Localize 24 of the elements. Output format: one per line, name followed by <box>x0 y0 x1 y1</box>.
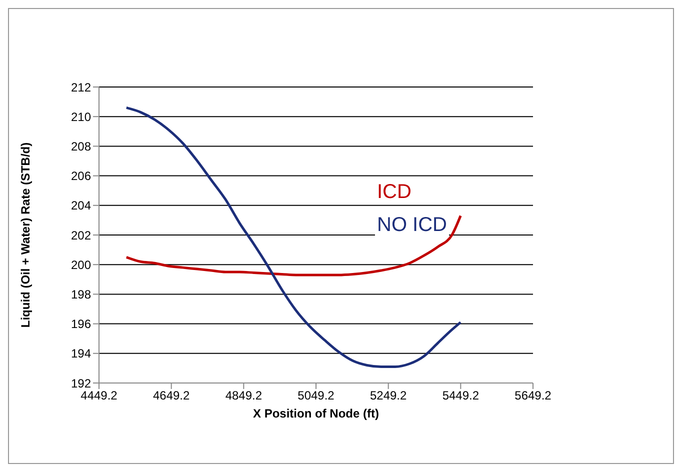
x-tick-label: 5249.2 <box>370 388 408 403</box>
text: ICD <box>375 181 414 204</box>
x-tick-label: 5049.2 <box>298 388 335 403</box>
y-tick-label: 208 <box>70 139 92 154</box>
y-axis-title: Liquid (Oil + Water) Rate (STB/d) <box>18 142 32 328</box>
x-tick-label: 4849.2 <box>225 388 262 403</box>
x-tick-label: 4449.2 <box>80 388 118 403</box>
y-tick-label: 210 <box>70 110 92 124</box>
y-tick-label: 192 <box>70 376 92 390</box>
y-tick-label: 206 <box>70 169 92 184</box>
text: NO ICD <box>375 214 449 237</box>
y-tick-label: 196 <box>70 317 92 332</box>
y-tick-label: 212 <box>70 80 92 94</box>
line-series <box>125 106 462 368</box>
y-tick-label: 200 <box>70 258 92 272</box>
y-tick-label: 204 <box>70 198 92 213</box>
x-tick-label: 5649.2 <box>514 388 552 403</box>
y-tick-label: 198 <box>70 287 92 302</box>
y-tick-label: 202 <box>70 228 92 242</box>
x-tick-label: 5449.2 <box>442 388 480 403</box>
line-series <box>125 214 462 276</box>
y-tick-label: 194 <box>70 346 92 361</box>
x-tick-label: 4649.2 <box>152 388 190 403</box>
x-axis-title: X Position of Node (ft) <box>253 406 379 421</box>
